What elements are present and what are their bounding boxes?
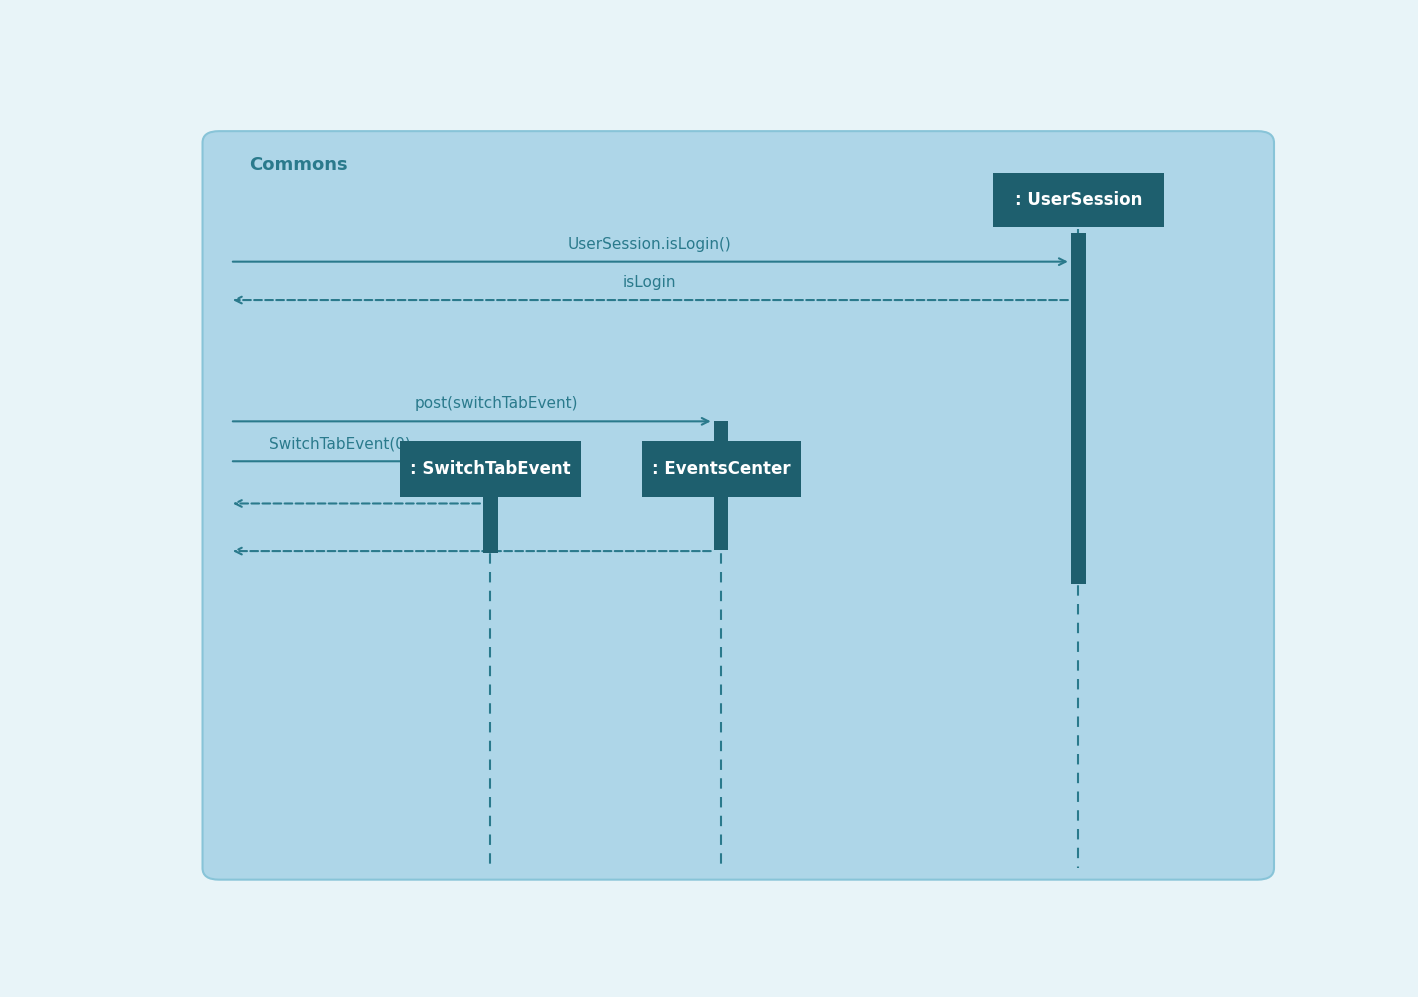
- Text: : UserSession: : UserSession: [1015, 191, 1141, 209]
- FancyBboxPatch shape: [641, 442, 801, 497]
- Text: post(switchTabEvent): post(switchTabEvent): [414, 397, 577, 412]
- Text: SwitchTabEvent(0): SwitchTabEvent(0): [269, 437, 411, 452]
- Text: UserSession.isLogin(): UserSession.isLogin(): [569, 236, 732, 251]
- Text: : EventsCenter: : EventsCenter: [652, 460, 791, 478]
- Bar: [715, 422, 729, 549]
- Bar: [484, 498, 498, 553]
- FancyBboxPatch shape: [993, 173, 1164, 227]
- Text: Commons: Commons: [248, 157, 347, 174]
- Bar: [1071, 233, 1086, 584]
- Text: isLogin: isLogin: [623, 275, 676, 290]
- Text: : SwitchTabEvent: : SwitchTabEvent: [410, 460, 571, 478]
- FancyBboxPatch shape: [400, 442, 581, 497]
- FancyBboxPatch shape: [203, 132, 1273, 879]
